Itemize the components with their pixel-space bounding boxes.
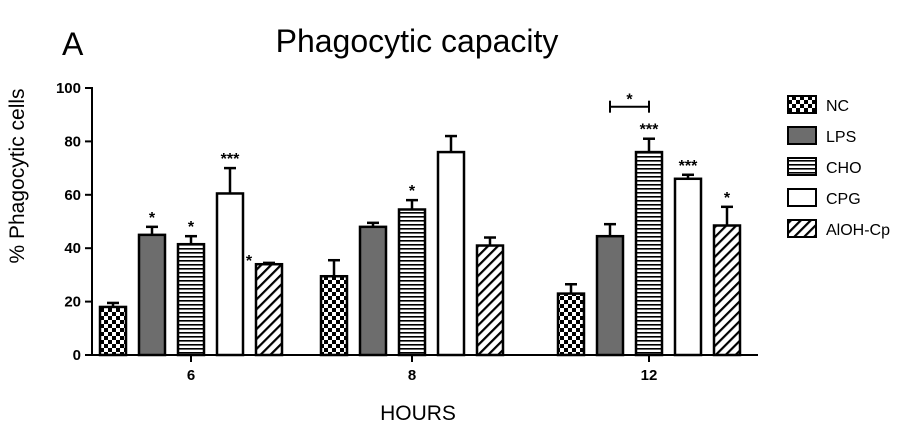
legend-label-cho: CHO xyxy=(826,160,862,177)
bar-nc-12 xyxy=(556,292,586,357)
significance-label: *** xyxy=(640,122,659,139)
y-tick-label: 80 xyxy=(64,133,81,150)
legend-swatch-nc xyxy=(787,95,817,114)
y-tick-label: 20 xyxy=(64,294,81,311)
y-tick-label: 100 xyxy=(56,80,81,97)
bar-cpg-6 xyxy=(215,192,245,357)
significance-label: *** xyxy=(679,158,698,175)
legend-label-cpg: CPG xyxy=(826,191,861,208)
y-tick-label: 0 xyxy=(73,347,81,364)
extra-mark: * xyxy=(246,253,253,270)
significance-label: * xyxy=(149,210,156,227)
bar-cpg-8 xyxy=(436,150,466,357)
y-axis-label: % Phagocytic cells xyxy=(6,88,29,263)
bar-aloh-cp-12 xyxy=(712,224,742,357)
x-tick-label: 6 xyxy=(187,367,195,384)
significance-label: * xyxy=(409,183,416,200)
x-axis-label: HOURS xyxy=(380,402,456,425)
legend-swatch-aloh-cp xyxy=(787,219,817,238)
bar-nc-8 xyxy=(319,274,349,357)
panel-label: A xyxy=(62,26,84,62)
significance-label: * xyxy=(188,219,195,236)
bar-cho-6 xyxy=(176,242,206,357)
x-tick-label: 8 xyxy=(408,367,416,384)
bar-cho-8 xyxy=(397,208,427,357)
bar-lps-8 xyxy=(358,225,388,357)
bar-lps-6 xyxy=(137,233,167,357)
bar-aloh-cp-8 xyxy=(475,244,505,357)
legend-label-aloh-cp: AlOH-Cp xyxy=(826,222,890,239)
chart-title: Phagocytic capacity xyxy=(276,23,559,59)
significance-label: *** xyxy=(221,151,240,168)
legend-swatch-lps xyxy=(787,126,817,145)
legend: NC LPS CHO CPG AlOH-Cp xyxy=(787,95,890,239)
legend-label-lps: LPS xyxy=(826,129,856,146)
y-tick-label: 40 xyxy=(64,240,81,257)
bars-group: ********* ****** xyxy=(98,92,742,357)
legend-swatch-cpg xyxy=(787,188,817,207)
legend-label-nc: NC xyxy=(826,98,849,115)
bar-nc-6 xyxy=(98,305,128,357)
significance-label: * xyxy=(724,190,731,207)
legend-swatch-cho xyxy=(787,157,817,176)
y-tick-label: 60 xyxy=(64,187,81,204)
bar-aloh-cp-6 xyxy=(254,262,284,357)
bar-lps-12 xyxy=(595,234,625,357)
bar-cpg-12 xyxy=(673,177,703,357)
x-tick-label: 12 xyxy=(641,367,658,384)
bar-cho-12 xyxy=(634,150,664,357)
bracket-label: * xyxy=(626,92,633,109)
